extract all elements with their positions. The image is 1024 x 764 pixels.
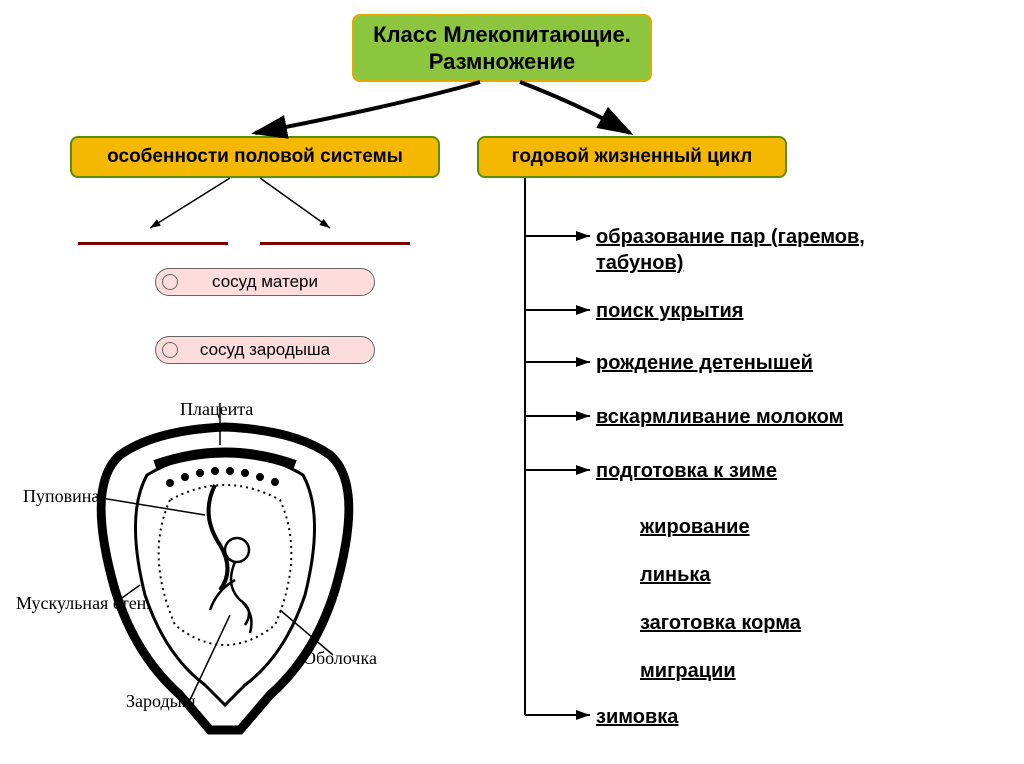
- vessel-mother-text: сосуд матери: [212, 272, 318, 292]
- cycle-item-4: подготовка к зиме: [596, 460, 777, 483]
- cycle-indent-1: линька: [640, 564, 711, 587]
- blank-line-2: [260, 242, 410, 245]
- label-membrane: Оболочка: [303, 648, 377, 669]
- sub-left-box: особенности половой системы: [70, 136, 440, 178]
- title-line1: Класс Млекопитающие.: [373, 21, 631, 49]
- cycle-indent-0: жирование: [640, 516, 750, 539]
- cycle-indent-2: заготовка корма: [640, 612, 801, 635]
- label-placenta: Плацеита: [180, 399, 253, 420]
- label-embryo: Зародыш: [126, 691, 196, 712]
- vessel-embryo-text: сосуд зародыша: [200, 340, 330, 360]
- cycle-item-1: поиск укрытия: [596, 300, 743, 323]
- cycle-item-3: вскармливание молоком: [596, 406, 843, 429]
- vessel-embryo: сосуд зародыша: [155, 336, 375, 364]
- uterus-diagram: [95, 403, 349, 730]
- sub-left-text: особенности половой системы: [107, 146, 403, 168]
- connectors-svg: [0, 0, 1024, 764]
- cycle-item-2: рождение детенышей: [596, 352, 813, 375]
- cycle-indent-3: миграции: [640, 660, 736, 683]
- title-line2: Размножение: [373, 48, 631, 76]
- label-umbilical: Пуповина: [23, 486, 99, 507]
- sub-right-text: годовой жизненный цикл: [512, 146, 753, 168]
- cycle-item-5: зимовка: [596, 706, 678, 729]
- title-box: Класс Млекопитающие. Размножение: [352, 14, 652, 82]
- cycle-item-0: образование пар (гаремов, табунов): [596, 224, 926, 276]
- sub-right-box: годовой жизненный цикл: [477, 136, 787, 178]
- label-muscular: Мускульная стенка: [16, 593, 163, 614]
- blank-line-1: [78, 242, 228, 245]
- vessel-mother: сосуд матери: [155, 268, 375, 296]
